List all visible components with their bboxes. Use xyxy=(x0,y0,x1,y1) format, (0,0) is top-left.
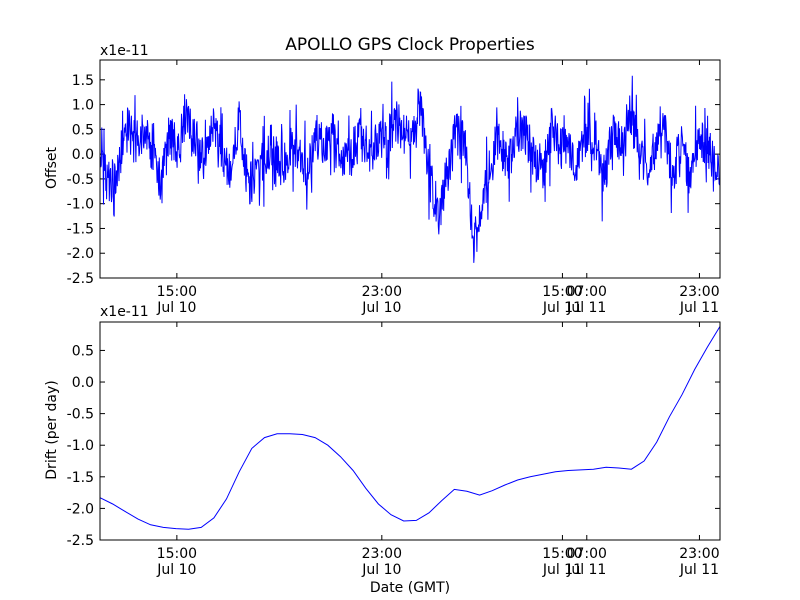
y-tick-label: 0.0 xyxy=(72,375,94,391)
x-tick-label: 15:00 xyxy=(157,546,197,562)
drift-series-line xyxy=(99,326,721,530)
offset-y-axis-label: Offset xyxy=(44,146,60,189)
offset-y-ticks: -2.5 -2.0 -1.5 -1.0 -0.5 0.0 0.5 1.0 1.5 xyxy=(67,73,720,287)
x-tick-date-label: Jul 10 xyxy=(361,300,401,316)
y-tick-label: -2.0 xyxy=(67,501,94,517)
x-tick-date-label: Jul 10 xyxy=(156,562,196,578)
x-tick-label: 07:00 xyxy=(567,284,607,300)
y-tick-label: -1.0 xyxy=(67,438,94,454)
x-tick-label: 23:00 xyxy=(679,284,719,300)
x-tick-label: 07:00 xyxy=(567,546,607,562)
offset-chart: APOLLO GPS Clock Properties x1e-11 Offse… xyxy=(44,35,721,316)
x-tick-date-label: Jul 11 xyxy=(679,300,719,316)
y-tick-label: 0.0 xyxy=(72,147,94,163)
y-tick-label: -1.0 xyxy=(67,197,94,213)
y-tick-label: -2.5 xyxy=(67,271,94,287)
offset-multiplier-label: x1e-11 xyxy=(100,43,149,59)
x-tick-date-label: Jul 11 xyxy=(566,562,606,578)
drift-y-axis-label: Drift (per day) xyxy=(44,380,60,479)
x-tick-date-label: Jul 11 xyxy=(542,300,582,316)
x-tick-date-label: Jul 10 xyxy=(156,300,196,316)
x-tick-date-label: Jul 11 xyxy=(542,562,582,578)
chart-title: APOLLO GPS Clock Properties xyxy=(285,35,535,55)
x-tick-label: 15:00 xyxy=(157,284,197,300)
drift-y-ticks: -2.5 -2.0 -1.5 -1.0 -0.5 0.0 0.5 xyxy=(67,343,720,549)
drift-chart: x1e-11 Drift (per day) Date (GMT) -2.5-2… xyxy=(44,304,721,596)
x-tick-label: 15:00 xyxy=(542,546,582,562)
x-tick-label: 15:00 xyxy=(542,284,582,300)
offset-series-line xyxy=(99,75,721,263)
y-tick-label: -0.5 xyxy=(67,172,94,188)
y-tick-label: 1.0 xyxy=(72,98,94,114)
x-tick-date-label: Jul 10 xyxy=(361,562,401,578)
x-tick-label: 23:00 xyxy=(679,546,719,562)
drift-plot-frame xyxy=(99,321,721,541)
x-tick-date-label: Jul 11 xyxy=(566,300,606,316)
y-tick-label: -0.5 xyxy=(67,407,94,423)
y-tick-label: -2.0 xyxy=(67,246,94,262)
x-tick-date-label: Jul 11 xyxy=(679,562,719,578)
x-tick-label: 23:00 xyxy=(362,284,402,300)
x-tick-label: 23:00 xyxy=(362,546,402,562)
drift-x-axis-label: Date (GMT) xyxy=(370,580,450,596)
y-tick-label: -1.5 xyxy=(67,221,94,237)
y-tick-label: 0.5 xyxy=(72,343,94,359)
offset-plot-frame xyxy=(99,59,721,279)
drift-multiplier-label: x1e-11 xyxy=(100,304,149,320)
y-tick-label: -1.5 xyxy=(67,470,94,486)
y-tick-label: -2.5 xyxy=(67,533,94,549)
y-tick-label: 1.5 xyxy=(72,73,94,89)
y-tick-label: 0.5 xyxy=(72,122,94,138)
